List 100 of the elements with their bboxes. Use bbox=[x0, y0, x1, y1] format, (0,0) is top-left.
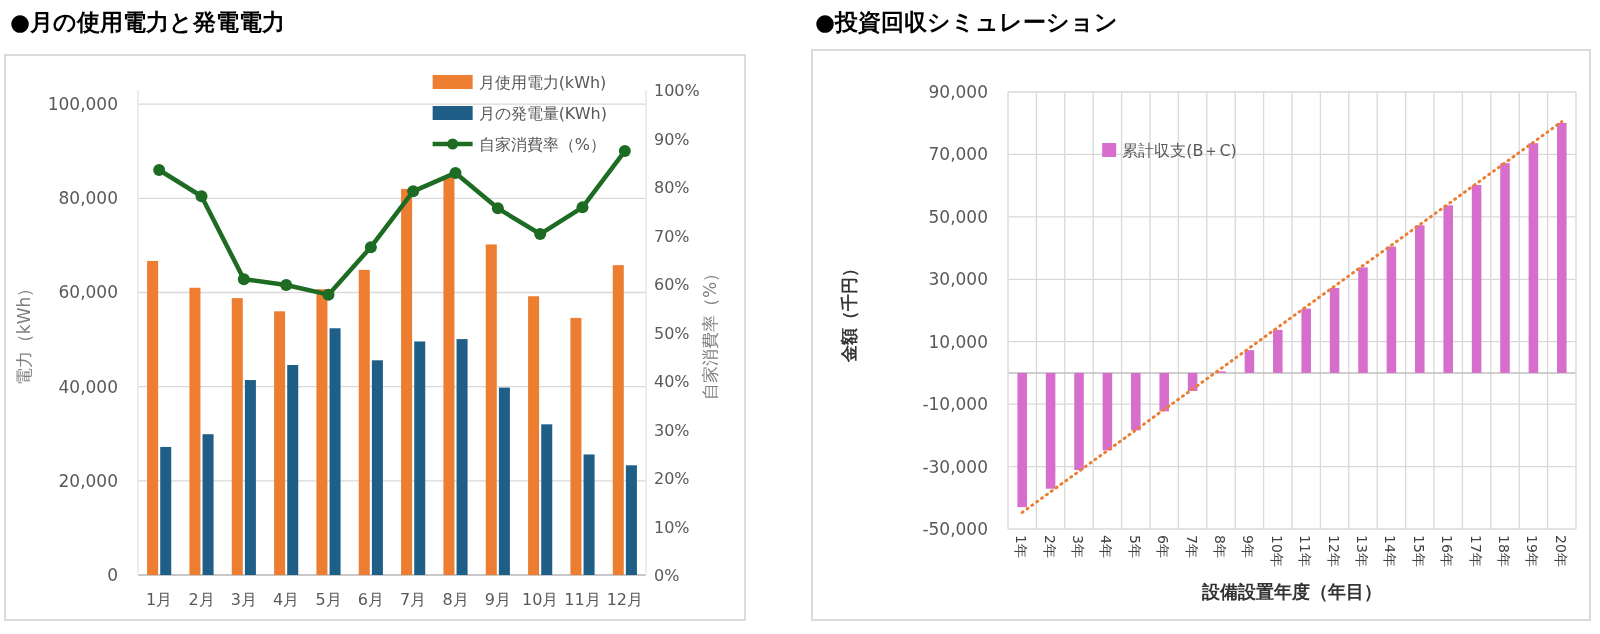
bar bbox=[329, 328, 341, 575]
x-tick-label: 9年 bbox=[1240, 535, 1257, 558]
legend-label: 累計収支(B＋C) bbox=[1122, 141, 1237, 160]
x-tick-label: 12月 bbox=[606, 590, 644, 609]
y-tick-label: -10,000 bbox=[922, 394, 988, 415]
point bbox=[195, 190, 208, 203]
y-tick-label: 40,000 bbox=[58, 376, 118, 397]
y2-tick-label: 30% bbox=[654, 420, 690, 440]
bar bbox=[1443, 205, 1453, 373]
y-axis-title: 電力（kWh） bbox=[14, 279, 34, 386]
x-tick-label: 10月 bbox=[521, 590, 559, 609]
x-tick-label: 1月 bbox=[146, 590, 173, 609]
y-tick-label: 20,000 bbox=[58, 470, 118, 491]
y2-tick-label: 50% bbox=[654, 323, 690, 343]
bar bbox=[1273, 329, 1283, 373]
x-tick-label: 4月 bbox=[273, 590, 300, 609]
bar bbox=[1358, 267, 1368, 373]
x-tick-label: 11月 bbox=[564, 590, 601, 609]
y-tick-label: 10,000 bbox=[928, 331, 988, 352]
legend-label: 月使用電力(kWh) bbox=[478, 73, 607, 92]
x-tick-label: 8月 bbox=[442, 590, 469, 609]
y2-tick-label: 60% bbox=[654, 275, 690, 294]
bar bbox=[1131, 372, 1141, 431]
bar bbox=[1415, 225, 1425, 373]
bar bbox=[244, 380, 256, 575]
y2-tick-label: 10% bbox=[654, 517, 690, 537]
bar bbox=[1017, 372, 1027, 508]
bar bbox=[1244, 350, 1255, 373]
line-series bbox=[1020, 120, 1564, 514]
bar bbox=[570, 317, 582, 575]
y-tick-label: -50,000 bbox=[922, 519, 988, 539]
point bbox=[449, 166, 462, 179]
y-tick-label: 30,000 bbox=[928, 269, 988, 290]
bar bbox=[287, 364, 299, 575]
bar bbox=[541, 424, 553, 575]
bar bbox=[612, 265, 624, 575]
bar bbox=[583, 454, 595, 575]
bar bbox=[371, 360, 383, 575]
point bbox=[618, 145, 631, 158]
y-tick-label: -30,000 bbox=[922, 456, 988, 477]
bar bbox=[1471, 185, 1482, 373]
point bbox=[407, 185, 420, 198]
bar bbox=[1159, 372, 1169, 412]
legend-label: 月の発電量(KWh) bbox=[478, 104, 608, 123]
point bbox=[576, 201, 589, 214]
x-axis-title: 設備設置年度（年目） bbox=[1201, 581, 1382, 602]
y2-tick-label: 100% bbox=[654, 81, 700, 100]
y-tick-label: 100,000 bbox=[47, 94, 118, 115]
x-tick-label: 16年 bbox=[1439, 535, 1456, 567]
y2-tick-label: 20% bbox=[654, 469, 690, 488]
point bbox=[491, 202, 504, 215]
x-tick-label: 14年 bbox=[1382, 535, 1399, 567]
bar bbox=[443, 177, 455, 575]
bar bbox=[1102, 372, 1113, 451]
bar bbox=[1528, 143, 1539, 373]
x-tick-label: 2年 bbox=[1041, 535, 1058, 558]
x-tick-label: 4年 bbox=[1098, 535, 1115, 558]
bar bbox=[485, 244, 497, 575]
bar bbox=[1074, 372, 1084, 471]
x-tick-label: 1年 bbox=[1013, 535, 1030, 558]
point bbox=[280, 278, 293, 291]
point bbox=[237, 273, 250, 286]
chart-title: ●月の使用電力と発電電力 bbox=[10, 9, 286, 35]
x-tick-label: 9月 bbox=[484, 590, 511, 609]
bar bbox=[147, 260, 159, 575]
bar bbox=[1301, 308, 1311, 373]
bar bbox=[316, 289, 328, 575]
y2-tick-label: 80% bbox=[654, 178, 690, 197]
x-tick-label: 7年 bbox=[1183, 535, 1200, 558]
point bbox=[364, 241, 377, 254]
bar bbox=[414, 341, 426, 575]
legend-label: 自家消費率（%） bbox=[478, 135, 606, 154]
x-tick-label: 13年 bbox=[1354, 535, 1370, 567]
y2-axis-title: 自家消費率（%） bbox=[700, 264, 720, 401]
bar bbox=[231, 298, 243, 575]
bar bbox=[1557, 122, 1567, 373]
x-tick-label: 7月 bbox=[400, 590, 427, 609]
bar bbox=[1045, 372, 1056, 489]
y2-tick-label: 90% bbox=[654, 129, 690, 149]
chart-title: ●投資回収シミュレーション bbox=[815, 9, 1119, 35]
x-tick-label: 10年 bbox=[1268, 535, 1285, 567]
y-tick-label: 80,000 bbox=[58, 188, 118, 209]
x-tick-label: 15年 bbox=[1410, 535, 1427, 567]
y-axis-title: 金額（千円） bbox=[839, 259, 859, 363]
x-tick-label: 20年 bbox=[1552, 535, 1569, 567]
bar bbox=[1329, 288, 1340, 373]
bar bbox=[189, 287, 201, 575]
bar bbox=[456, 339, 468, 575]
y-tick-label: 50,000 bbox=[928, 206, 988, 227]
x-tick-label: 3月 bbox=[230, 590, 257, 609]
x-tick-label: 12年 bbox=[1325, 535, 1342, 567]
x-tick-label: 6月 bbox=[357, 590, 384, 609]
x-tick-label: 11年 bbox=[1297, 535, 1314, 567]
y-tick-label: 0 bbox=[107, 565, 118, 585]
y2-tick-label: 0% bbox=[654, 566, 680, 585]
bar bbox=[401, 188, 413, 575]
x-tick-label: 18年 bbox=[1496, 535, 1512, 567]
point bbox=[534, 228, 547, 241]
y-tick-label: 60,000 bbox=[58, 282, 118, 303]
bar bbox=[1386, 246, 1397, 373]
